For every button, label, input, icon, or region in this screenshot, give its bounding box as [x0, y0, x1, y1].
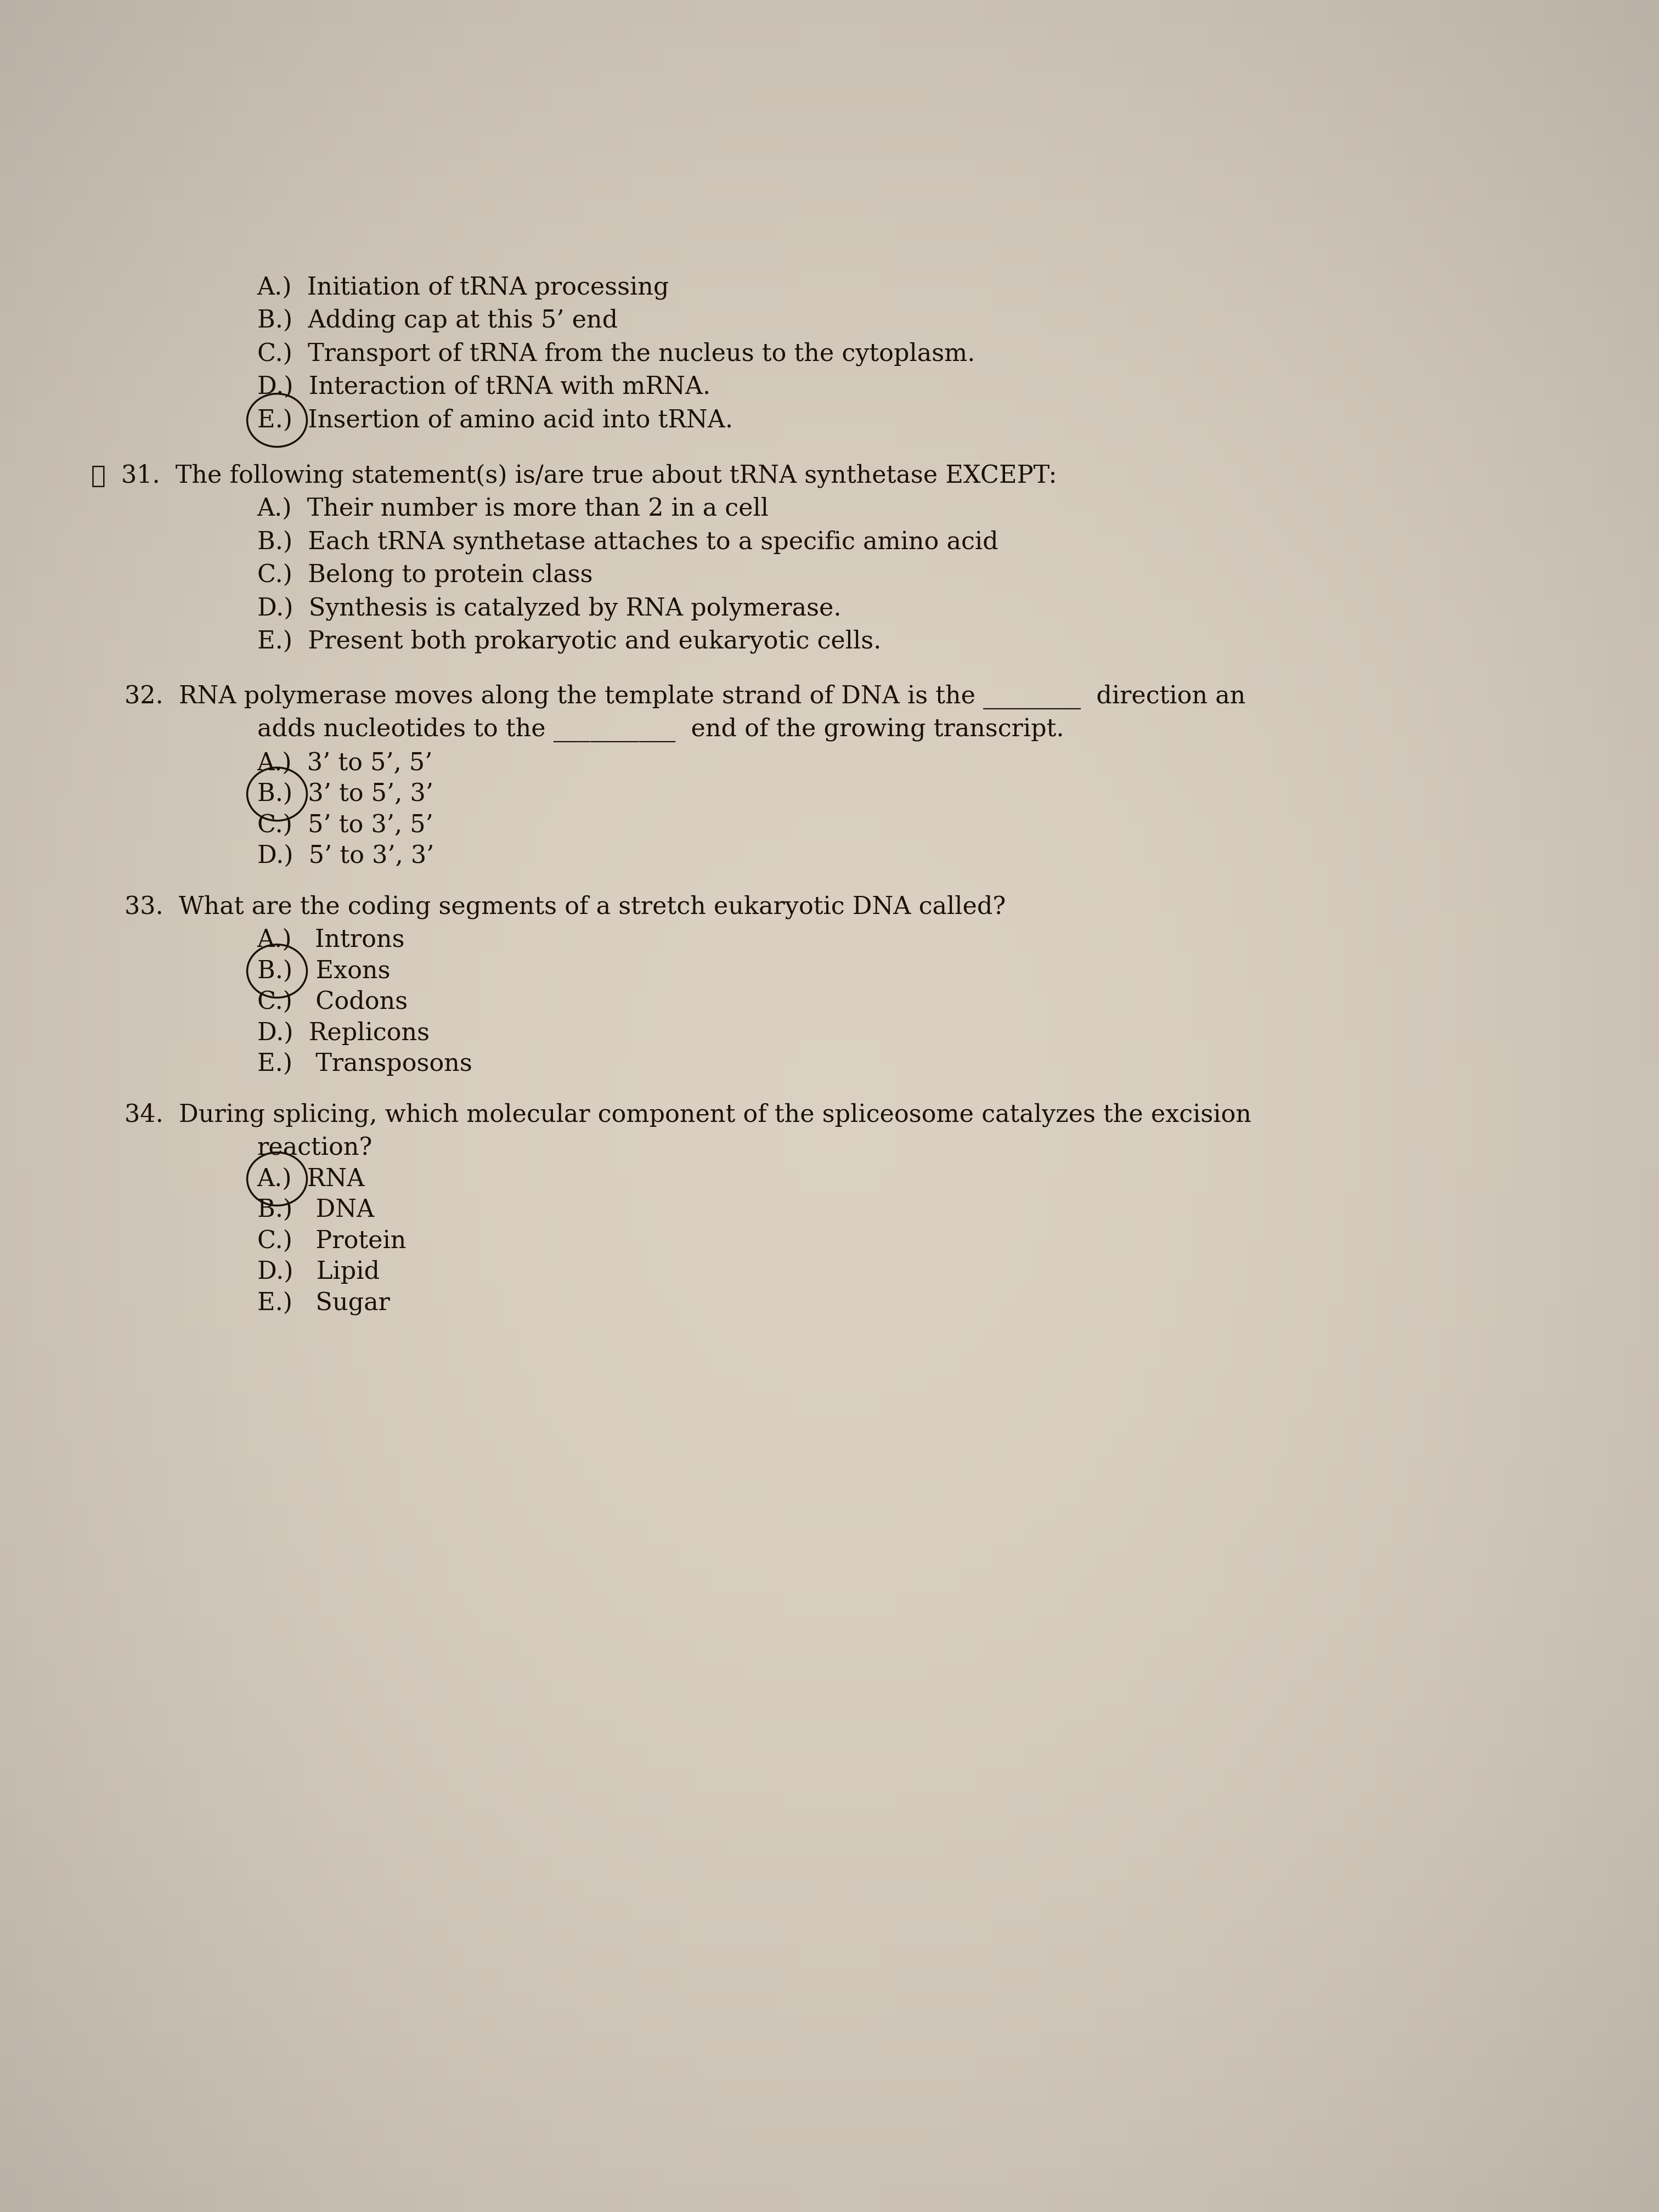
Text: D.)  Replicons: D.) Replicons — [257, 1022, 430, 1044]
Text: D.)   Lipid: D.) Lipid — [257, 1261, 380, 1283]
Text: A.)  RNA: A.) RNA — [257, 1168, 365, 1190]
Text: D.)  5’ to 3’, 3’: D.) 5’ to 3’, 3’ — [257, 845, 435, 867]
Text: 32.  RNA polymerase moves along the template strand of DNA is the ________  dire: 32. RNA polymerase moves along the templ… — [124, 684, 1246, 710]
Text: C.)  Belong to protein class: C.) Belong to protein class — [257, 564, 592, 586]
Text: C.)   Protein: C.) Protein — [257, 1230, 406, 1252]
Text: E.)  Insertion of amino acid into tRNA.: E.) Insertion of amino acid into tRNA. — [257, 409, 733, 431]
Text: D.)  Interaction of tRNA with mRNA.: D.) Interaction of tRNA with mRNA. — [257, 376, 710, 398]
Text: E.)   Transposons: E.) Transposons — [257, 1053, 473, 1075]
Text: B.)   DNA: B.) DNA — [257, 1199, 375, 1221]
Text: E.)   Sugar: E.) Sugar — [257, 1292, 390, 1314]
Text: E.)  Present both prokaryotic and eukaryotic cells.: E.) Present both prokaryotic and eukaryo… — [257, 630, 881, 653]
Text: reaction?: reaction? — [257, 1137, 373, 1159]
Text: 33.  What are the coding segments of a stretch eukaryotic DNA called?: 33. What are the coding segments of a st… — [124, 896, 1005, 918]
Text: ✱  31.  The following statement(s) is/are true about tRNA synthetase EXCEPT:: ✱ 31. The following statement(s) is/are … — [91, 465, 1057, 487]
Text: A.)   Introns: A.) Introns — [257, 929, 405, 951]
Text: B.)   Exons: B.) Exons — [257, 960, 390, 982]
Text: B.)  Each tRNA synthetase attaches to a specific amino acid: B.) Each tRNA synthetase attaches to a s… — [257, 531, 999, 553]
Text: A.)  Initiation of tRNA processing: A.) Initiation of tRNA processing — [257, 276, 669, 299]
Text: 34.  During splicing, which molecular component of the spliceosome catalyzes the: 34. During splicing, which molecular com… — [124, 1104, 1251, 1126]
Text: A.)  3’ to 5’, 5’: A.) 3’ to 5’, 5’ — [257, 752, 433, 774]
Text: C.)   Codons: C.) Codons — [257, 991, 408, 1013]
Text: adds nucleotides to the __________  end of the growing transcript.: adds nucleotides to the __________ end o… — [257, 717, 1063, 743]
Text: C.)  5’ to 3’, 5’: C.) 5’ to 3’, 5’ — [257, 814, 433, 836]
Text: A.)  Their number is more than 2 in a cell: A.) Their number is more than 2 in a cel… — [257, 498, 770, 520]
Text: B.)  3’ to 5’, 3’: B.) 3’ to 5’, 3’ — [257, 783, 433, 805]
Text: D.)  Synthesis is catalyzed by RNA polymerase.: D.) Synthesis is catalyzed by RNA polyme… — [257, 597, 841, 619]
Text: B.)  Adding cap at this 5’ end: B.) Adding cap at this 5’ end — [257, 310, 617, 332]
Text: C.)  Transport of tRNA from the nucleus to the cytoplasm.: C.) Transport of tRNA from the nucleus t… — [257, 343, 975, 365]
